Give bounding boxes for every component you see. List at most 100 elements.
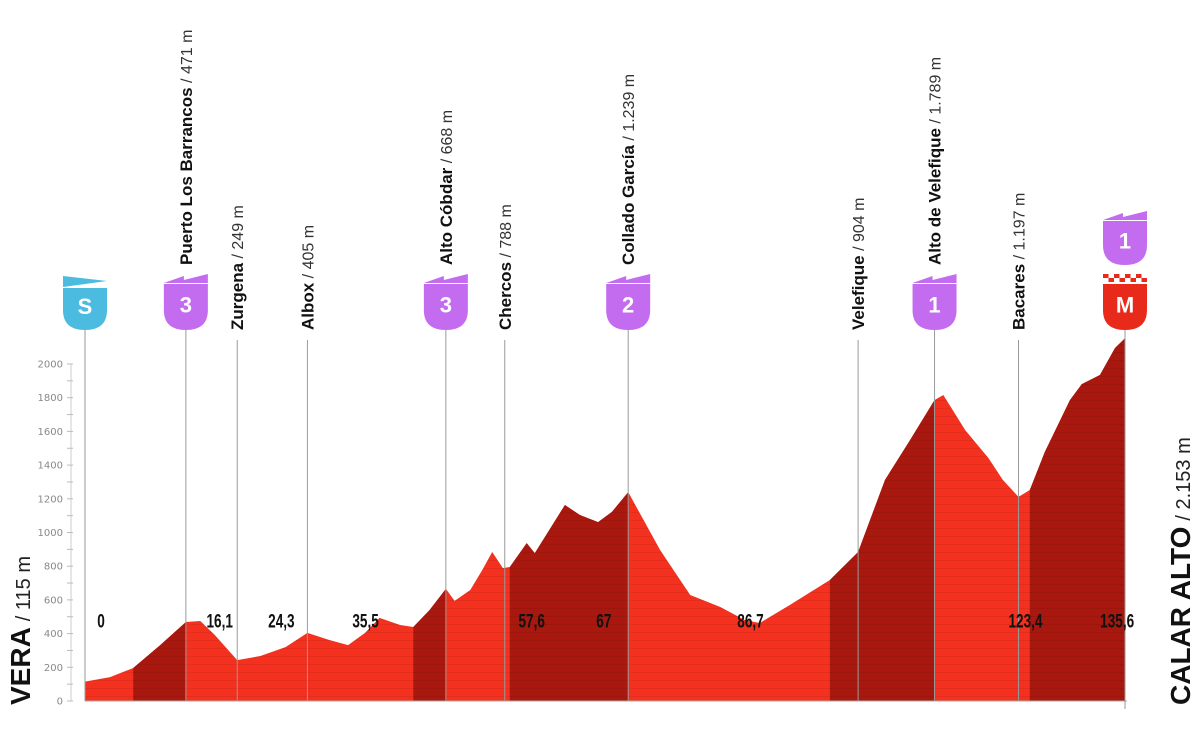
waypoint-name: Bacares	[1009, 264, 1028, 330]
x-tick-label: 135,6	[1100, 610, 1134, 632]
waypoint-text: Alto de Velefique / 1.789 m	[926, 57, 945, 265]
start-altitude: / 115 m	[13, 556, 35, 621]
waypoint-name: Alto Cóbdar	[437, 167, 456, 265]
svg-text:CALAR ALTO/ 2.153 m: CALAR ALTO / 2.153 m	[1165, 437, 1196, 705]
svg-text:VERA/ 115 m: VERA / 115 m	[5, 556, 36, 705]
start-badge-shield	[63, 288, 107, 330]
start-marker: S	[63, 276, 107, 701]
x-tick-label: 24,3	[268, 610, 294, 632]
finish-category-badge-shield	[1103, 221, 1147, 265]
waypoint-label: Chercos / 788 m	[496, 204, 515, 330]
x-tick-label: 16,1	[207, 610, 233, 632]
waypoint-label: Alto de Velefique / 1.789 m	[926, 57, 945, 265]
waypoint-label: Puerto Los Barrancos / 471 m	[177, 30, 196, 265]
elevation-profile	[85, 338, 1127, 702]
checkered-flag-icon	[1136, 274, 1142, 278]
waypoint-altitude: / 1.197 m	[1011, 193, 1028, 264]
waypoint-name: Chercos	[496, 262, 515, 330]
start-label: VERA / 115 m	[5, 556, 36, 705]
waypoint-marker: 1 Alto de Velefique / 1.789 m	[912, 57, 957, 701]
x-tick-label: 0	[97, 610, 105, 632]
y-tick-label: 200	[44, 663, 63, 674]
finish-label: CALAR ALTO / 2.153 m	[1165, 437, 1196, 705]
x-tick-label: 67	[596, 610, 611, 632]
waypoint-marker: 3 Alto Cóbdar / 668 m	[423, 110, 468, 701]
start-flag-icon	[63, 276, 107, 287]
climb-category-badge-shield	[423, 284, 468, 330]
finish-altitude: / 2.153 m	[1173, 437, 1195, 520]
checkered-flag-icon	[1125, 274, 1131, 278]
climb-flag-icon	[912, 274, 957, 283]
waypoint-altitude: / 904 m	[851, 198, 868, 256]
waypoint-altitude: / 668 m	[439, 110, 456, 168]
checkered-flag-icon	[1108, 278, 1114, 282]
waypoint-label: Zurgena / 249 m	[228, 205, 247, 330]
y-tick-label: 600	[44, 595, 63, 606]
waypoint-markers: S 3 Puerto Los Barrancos / 471 m Zurgena / …	[63, 30, 1147, 709]
waypoint-name: Puerto Los Barrancos	[177, 87, 196, 265]
waypoint-marker: Albox / 405 m	[298, 225, 317, 701]
checkered-flag-icon	[1130, 278, 1136, 282]
waypoint-altitude: / 249 m	[230, 205, 247, 263]
climb-category-badge-shield	[163, 284, 208, 330]
terrain-stripes	[85, 338, 1125, 701]
finish-badge-label: M	[1116, 293, 1134, 318]
start-name: VERA	[5, 627, 36, 705]
y-tick-label: 800	[44, 562, 63, 573]
waypoint-marker: Velefique / 904 m	[849, 198, 868, 701]
waypoint-label: Alto Cóbdar / 668 m	[437, 110, 456, 265]
waypoint-altitude: / 1.789 m	[928, 57, 945, 128]
y-tick-label: 1400	[38, 461, 63, 472]
waypoint-text: Alto Cóbdar / 668 m	[437, 110, 456, 265]
climb-flag-icon	[423, 274, 468, 283]
finish-marker: 1M	[1103, 211, 1147, 709]
y-tick-label: 1000	[38, 528, 63, 539]
y-tick-label: 1800	[38, 393, 63, 404]
y-tick-label: 2000	[38, 360, 63, 371]
x-tick-label: 86,7	[737, 610, 763, 632]
waypoint-text: Chercos / 788 m	[496, 204, 515, 330]
climb-flag-icon	[606, 274, 651, 283]
checkered-flag-icon	[1114, 274, 1120, 278]
climb-category-badge-shield	[912, 284, 957, 330]
waypoint-marker: Chercos / 788 m	[496, 204, 515, 701]
waypoint-marker: 3 Puerto Los Barrancos / 471 m	[163, 30, 208, 701]
x-axis: 016,124,335,557,66786,7123,4135,6149166 …	[97, 610, 1134, 632]
y-tick-label: 0	[57, 697, 63, 708]
waypoint-text: Velefique / 904 m	[849, 198, 868, 330]
waypoint-name: Zurgena	[228, 262, 247, 330]
waypoint-altitude: / 1.239 m	[621, 74, 638, 145]
waypoint-marker: Zurgena / 249 m	[228, 205, 247, 701]
checkered-flag-icon	[1141, 278, 1147, 282]
climb-category-badge-label: 3	[180, 293, 192, 318]
checkered-flag-icon	[1103, 274, 1109, 278]
finish-name: CALAR ALTO	[1165, 527, 1196, 705]
climb-flag-icon	[1103, 211, 1147, 220]
start-badge-label: S	[78, 294, 93, 319]
waypoint-text: Puerto Los Barrancos / 471 m	[177, 30, 196, 265]
waypoint-label: Velefique / 904 m	[849, 198, 868, 330]
waypoint-marker: Bacares / 1.197 m	[1009, 193, 1028, 701]
waypoint-name: Velefique	[849, 255, 868, 330]
waypoint-altitude: / 405 m	[300, 225, 317, 283]
waypoint-text: Zurgena / 249 m	[228, 205, 247, 330]
x-tick-label: 123,4	[1008, 610, 1043, 632]
finish-category-badge-label: 1	[1119, 228, 1131, 253]
y-axis: 0 200 400 600 800 1000 1200 1400 1600 1800 2000	[38, 360, 73, 708]
waypoint-text: Bacares / 1.197 m	[1009, 193, 1028, 330]
waypoint-altitude: / 788 m	[498, 204, 515, 262]
waypoint-label: Albox / 405 m	[298, 225, 317, 330]
climb-category-badge-label: 2	[622, 293, 634, 318]
climb-category-badge-shield	[606, 284, 651, 330]
y-tick-label: 1200	[38, 494, 63, 505]
waypoint-name: Albox	[298, 282, 317, 330]
climb-category-badge-label: 1	[928, 293, 940, 318]
waypoint-label: Bacares / 1.197 m	[1009, 193, 1028, 330]
x-tick-label: 35,5	[352, 610, 378, 632]
climb-flag-icon	[163, 274, 208, 283]
finish-badge-shield	[1103, 284, 1147, 330]
waypoint-altitude: / 471 m	[179, 30, 196, 88]
climb-category-badge-label: 3	[440, 293, 452, 318]
waypoint-name: Alto de Velefique	[926, 128, 945, 265]
